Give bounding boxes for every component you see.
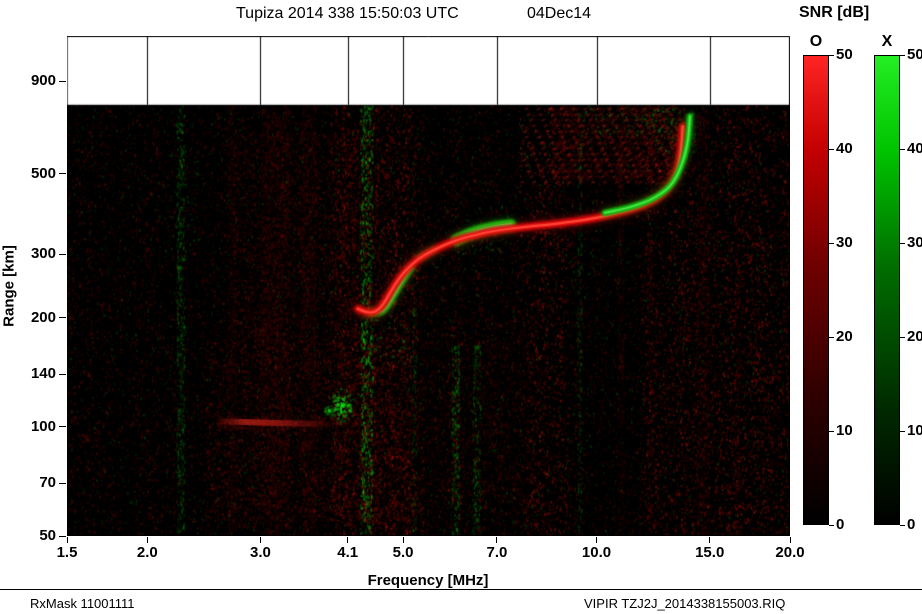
o-colorbar-tickmark — [829, 430, 834, 432]
x-colorbar-tickmark — [900, 336, 905, 338]
o-mode-label: O — [809, 33, 823, 50]
x-axis-tickmark — [146, 537, 148, 543]
o-colorbar-tickmark — [829, 336, 834, 338]
x-mode-colorbar — [874, 55, 900, 525]
rxmask-text: RxMask 11001111 — [30, 596, 135, 611]
x-colorbar-tickmark — [900, 524, 905, 526]
x-axis-tickmark — [347, 537, 349, 543]
o-colorbar-tickmark — [829, 148, 834, 150]
x-axis-title: Frequency [MHz] — [367, 572, 489, 589]
x-axis-tickmark — [496, 537, 498, 543]
x-tick-label: 7.0 — [486, 544, 508, 561]
x-axis-tickmark — [402, 537, 404, 543]
x-tick-label: 4.1 — [337, 544, 359, 561]
y-axis-tickmark — [59, 482, 66, 484]
y-axis-tickmark — [59, 317, 66, 319]
x-axis-tickmark — [596, 537, 598, 543]
footer-divider — [0, 589, 922, 590]
o-colorbar-tick-label: 40 — [836, 140, 853, 157]
plot-date: 04Dec14 — [527, 5, 592, 22]
x-tick-label: 10.0 — [581, 544, 612, 561]
o-colorbar-tick-label: 10 — [836, 422, 853, 439]
x-colorbar-tick-label: 0 — [907, 516, 916, 533]
x-mode-label: X — [881, 33, 893, 50]
x-colorbar-tickmark — [900, 54, 905, 56]
y-axis-tickmark — [59, 426, 66, 428]
y-tick-label: 200 — [30, 308, 56, 326]
y-axis-tickmark — [59, 535, 66, 537]
o-colorbar-tick-label: 0 — [836, 516, 845, 533]
y-axis-tickmark — [59, 173, 66, 175]
o-mode-colorbar — [803, 55, 829, 525]
o-colorbar-tick-label: 20 — [836, 328, 853, 345]
x-axis-tickmark — [66, 537, 68, 543]
o-colorbar-tick-label: 30 — [836, 234, 853, 251]
o-colorbar-tickmark — [829, 242, 834, 244]
x-tick-label: 5.0 — [392, 544, 414, 561]
y-tick-label: 300 — [30, 245, 56, 263]
y-axis-tickmark — [59, 253, 66, 255]
x-colorbar-tickmark — [900, 430, 905, 432]
ionogram-canvas — [67, 36, 790, 536]
x-axis-tickmark — [259, 537, 261, 543]
o-colorbar-tickmark — [829, 54, 834, 56]
x-tick-label: 1.5 — [56, 544, 78, 561]
x-colorbar-tick-label: 20 — [907, 328, 922, 345]
x-colorbar-tickmark — [900, 148, 905, 150]
x-colorbar-tick-label: 40 — [907, 140, 922, 157]
x-colorbar-tick-label: 10 — [907, 422, 922, 439]
y-tick-label: 70 — [39, 474, 56, 492]
x-tick-label: 3.0 — [250, 544, 271, 561]
x-tick-label: 20.0 — [775, 544, 805, 561]
file-name-text: VIPIR TZJ2J_2014338155003.RIQ — [584, 596, 786, 611]
x-axis-tickmark — [789, 537, 791, 543]
y-tick-label: 100 — [30, 417, 56, 435]
o-colorbar-tick-label: 50 — [836, 46, 853, 63]
x-axis-tickmark — [709, 537, 711, 543]
x-tick-label: 2.0 — [136, 544, 158, 561]
y-tick-label: 50 — [39, 527, 56, 544]
o-colorbar-tickmark — [829, 524, 834, 526]
y-tick-label: 900 — [30, 72, 56, 90]
x-tick-label: 15.0 — [695, 544, 725, 561]
x-colorbar-tick-label: 50 — [907, 46, 922, 63]
snr-scale-title: SNR [dB] — [799, 4, 870, 21]
y-axis-tickmark — [59, 80, 66, 82]
y-axis-tickmark — [59, 373, 66, 375]
x-colorbar-tick-label: 30 — [907, 234, 922, 251]
x-colorbar-tickmark — [900, 242, 905, 244]
plot-title: Tupiza 2014 338 15:50:03 UTC — [236, 5, 459, 22]
y-tick-label: 140 — [30, 365, 56, 382]
y-tick-label: 500 — [30, 164, 56, 182]
